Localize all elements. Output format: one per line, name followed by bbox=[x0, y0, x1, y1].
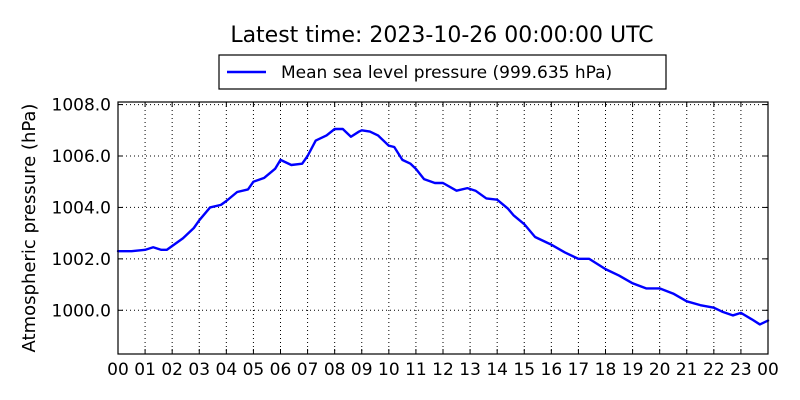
grid bbox=[118, 102, 768, 354]
y-tick-label: 1008.0 bbox=[52, 96, 111, 116]
x-tick-label: 13 bbox=[459, 360, 481, 380]
x-tick-label: 22 bbox=[703, 360, 725, 380]
x-tick-label: 02 bbox=[161, 360, 183, 380]
x-tick-label: 18 bbox=[595, 360, 617, 380]
x-tick-label: 00 bbox=[107, 360, 129, 380]
x-tick-label: 06 bbox=[270, 360, 292, 380]
x-tick-label: 23 bbox=[730, 360, 752, 380]
y-axis-label: Atmospheric pressure (hPa) bbox=[19, 104, 40, 353]
x-tick-label: 12 bbox=[432, 360, 454, 380]
x-tick-label: 10 bbox=[378, 360, 400, 380]
x-tick-label: 11 bbox=[405, 360, 427, 380]
x-tick-label: 01 bbox=[134, 360, 156, 380]
y-axis: 1000.0 1002.0 1004.0 1006.0 1008.0 bbox=[52, 96, 768, 321]
series-line-mean-sea-level-pressure bbox=[116, 127, 770, 326]
x-tick-label: 21 bbox=[676, 360, 698, 380]
y-tick-label: 1004.0 bbox=[52, 198, 111, 218]
y-tick-label: 1006.0 bbox=[52, 147, 111, 167]
x-tick-label: 00 bbox=[757, 360, 779, 380]
x-tick-label: 14 bbox=[486, 360, 508, 380]
y-tick-label: 1000.0 bbox=[52, 301, 111, 321]
series-layer bbox=[116, 127, 770, 326]
y-tick-label: 1002.0 bbox=[52, 250, 111, 270]
x-tick-label: 17 bbox=[568, 360, 590, 380]
x-tick-label: 15 bbox=[513, 360, 535, 380]
x-tick-label: 07 bbox=[297, 360, 319, 380]
legend-label: Mean sea level pressure (999.635 hPa) bbox=[281, 63, 612, 83]
chart-title: Latest time: 2023-10-26 00:00:00 UTC bbox=[230, 23, 653, 48]
x-tick-label: 03 bbox=[188, 360, 210, 380]
legend-box bbox=[218, 54, 667, 90]
x-tick-label: 16 bbox=[541, 360, 563, 380]
x-tick-label: 20 bbox=[649, 360, 671, 380]
x-tick-label: 05 bbox=[243, 360, 265, 380]
plot-area bbox=[117, 101, 769, 355]
x-axis: 00 01 02 03 04 05 06 07 08 09 10 11 12 13 14 15 16 17 18 19… bbox=[107, 102, 779, 380]
legend: Mean sea level pressure (999.635 hPa) bbox=[218, 54, 667, 90]
x-tick-label: 04 bbox=[216, 360, 238, 380]
x-tick-label: 19 bbox=[622, 360, 644, 380]
x-tick-label: 09 bbox=[351, 360, 373, 380]
x-tick-label: 08 bbox=[324, 360, 346, 380]
